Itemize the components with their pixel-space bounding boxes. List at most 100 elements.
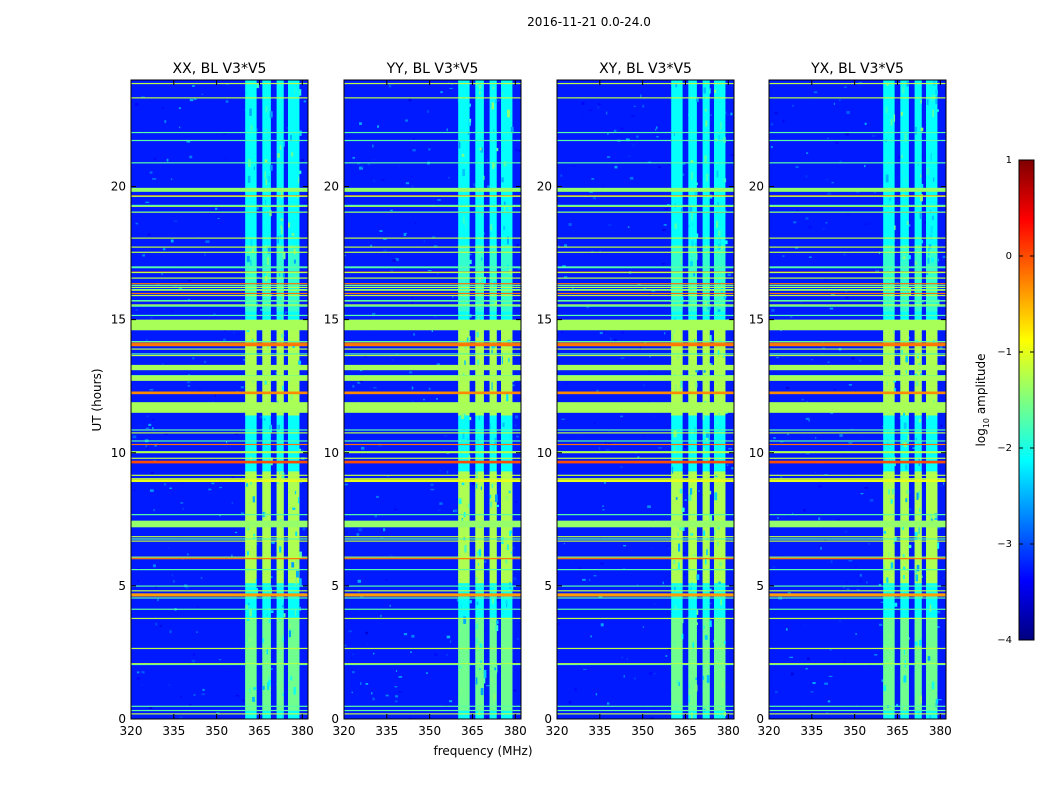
rfi-line: [131, 429, 308, 431]
x-tick-label: 335: [588, 724, 611, 738]
rfi-line: [344, 647, 521, 650]
rfi-line: [557, 266, 734, 268]
rfi-line: [131, 348, 308, 350]
axes-frame: [343, 79, 522, 720]
rfi-time-band: [769, 593, 946, 597]
rfi-line: [557, 139, 734, 142]
rfi-time-band: [344, 375, 521, 381]
rfi-line: [769, 608, 946, 610]
x-tick-label: 320: [333, 724, 356, 738]
rfi-time-band: [344, 479, 521, 483]
rfi-line: [131, 211, 308, 213]
rfi-line: [344, 139, 521, 142]
rfi-line: [344, 211, 521, 213]
rfi-line: [131, 294, 308, 297]
rfi-line: [344, 354, 521, 357]
x-tick-label: 350: [631, 724, 654, 738]
rfi-line: [131, 617, 308, 620]
rfi-time-band: [131, 460, 308, 464]
rfi-line: [344, 299, 521, 302]
rfi-line: [769, 267, 946, 269]
rfi-line: [557, 341, 734, 343]
rfi-line: [131, 195, 308, 197]
rfi-line: [131, 246, 308, 248]
rfi-line: [769, 451, 946, 453]
rfi-line: [344, 443, 521, 446]
rfi-line: [344, 452, 521, 454]
rfi-time-band: [131, 375, 308, 381]
rfi-line: [557, 478, 734, 480]
rfi-line: [557, 271, 734, 274]
rfi-line: [344, 536, 521, 538]
x-tick-label: 365: [886, 724, 909, 738]
rfi-line: [769, 283, 946, 285]
y-tick-label: 10: [111, 446, 126, 460]
y-tick-label: 0: [544, 712, 552, 726]
rfi-line: [131, 597, 308, 599]
rfi-line: [131, 452, 308, 454]
rfi-line: [344, 304, 521, 306]
rfi-line: [344, 705, 521, 707]
colorbar-tick-label: −4: [997, 635, 1012, 646]
x-tick-label: 350: [843, 724, 866, 738]
rfi-line: [769, 597, 946, 599]
rfi-line: [557, 342, 734, 344]
x-tick-label: 365: [248, 724, 271, 738]
rfi-line: [344, 663, 521, 666]
y-axis-label: UT (hours): [90, 368, 104, 431]
rfi-time-band: [131, 391, 308, 395]
rfi-line: [769, 647, 946, 650]
y-tick-label: 5: [756, 579, 764, 593]
rfi-line: [344, 348, 521, 350]
rfi-line: [344, 440, 521, 442]
rfi-line: [344, 341, 521, 343]
rfi-line: [557, 251, 734, 253]
rfi-line: [131, 538, 308, 540]
rfi-time-band: [131, 593, 308, 597]
rfi-line: [769, 429, 946, 431]
rfi-time-band: [769, 343, 946, 347]
rfi-line: [557, 289, 734, 291]
rfi-line: [557, 590, 734, 592]
rfi-line: [344, 271, 521, 274]
rfi-line: [557, 82, 734, 85]
x-tick-label: 365: [674, 724, 697, 738]
rfi-line: [769, 440, 946, 442]
rfi-line: [131, 451, 308, 453]
rfi-line: [344, 597, 521, 599]
rfi-line: [131, 305, 308, 307]
rfi-line: [344, 314, 521, 317]
rfi-line: [557, 538, 734, 540]
rfi-line: [769, 286, 946, 289]
rfi-line: [131, 354, 308, 357]
rfi-line: [769, 558, 946, 560]
rfi-time-band: [769, 460, 946, 464]
y-tick-label: 0: [331, 712, 339, 726]
rfi-line: [131, 556, 308, 558]
rfi-line: [344, 292, 521, 295]
rfi-line: [557, 354, 734, 357]
rfi-line: [557, 429, 734, 431]
rfi-time-band: [344, 520, 521, 528]
rfi-line: [131, 283, 308, 285]
rfi-time-band: [344, 460, 521, 464]
rfi-line: [557, 195, 734, 197]
rfi-line: [131, 284, 308, 287]
y-tick-label: 0: [118, 712, 126, 726]
rfi-line: [344, 617, 521, 620]
rfi-time-band: [557, 343, 734, 347]
rfi-time-band: [131, 319, 308, 331]
rfi-line: [131, 204, 308, 207]
rfi-time-band: [131, 479, 308, 483]
rfi-line: [131, 342, 308, 344]
rfi-line: [344, 267, 521, 269]
panel-title: XX, BL V3*V5: [173, 61, 267, 77]
rfi-line: [769, 82, 946, 85]
panel-title: YX, BL V3*V5: [810, 61, 904, 77]
rfi-line: [131, 82, 308, 85]
rfi-time-band: [131, 402, 308, 413]
rfi-time-band: [557, 593, 734, 597]
rfi-line: [557, 451, 734, 453]
rfi-line: [769, 709, 946, 712]
rfi-time-band: [557, 319, 734, 331]
